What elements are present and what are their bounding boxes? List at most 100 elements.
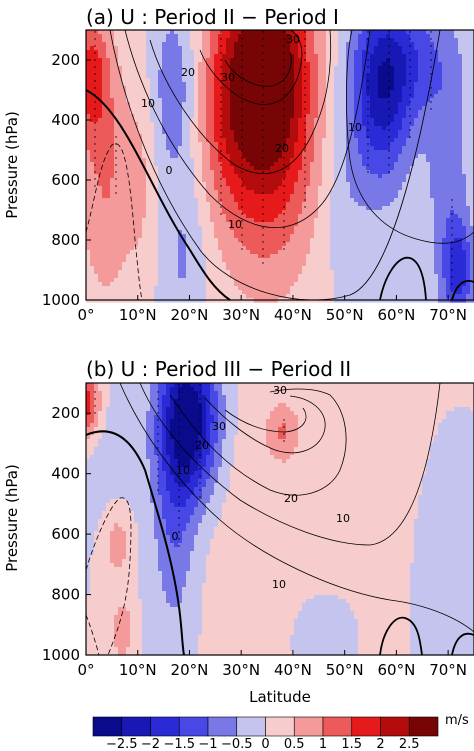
shading-cell <box>338 210 343 215</box>
shading-cell <box>398 174 403 179</box>
shading-cell <box>346 162 351 167</box>
shading-cell <box>358 146 363 151</box>
shading-cell <box>450 94 455 99</box>
shading-cell <box>246 74 251 79</box>
shading-cell <box>378 218 383 223</box>
shading-cell <box>226 42 231 47</box>
shading-cell <box>394 130 399 135</box>
shading-cell <box>86 110 91 115</box>
shading-cell <box>206 82 211 87</box>
shading-cell <box>190 230 195 235</box>
shading-cell <box>442 106 447 111</box>
shading-cell <box>190 178 195 183</box>
shading-cell <box>194 98 199 103</box>
shading-cell <box>278 234 283 239</box>
shading-cell <box>118 34 123 39</box>
shading-cell <box>222 222 227 227</box>
shading-cell <box>198 190 203 195</box>
shading-cell <box>338 50 343 55</box>
shading-cell <box>178 94 183 99</box>
shading-cell <box>118 186 123 191</box>
shading-cell <box>178 198 183 203</box>
shading-cell <box>358 134 363 139</box>
shading-cell <box>94 54 99 59</box>
shading-cell <box>414 174 419 179</box>
shading-cell <box>254 106 259 111</box>
shading-cell <box>86 174 91 179</box>
shading-cell <box>318 30 323 35</box>
shading-cell <box>462 122 467 127</box>
shading-cell <box>238 82 243 87</box>
shading-cell <box>462 230 467 235</box>
shading-cell <box>114 162 119 167</box>
shading-cell <box>402 38 407 43</box>
shading-cell <box>286 194 291 199</box>
shading-cell <box>410 34 415 39</box>
shading-cell <box>270 178 275 183</box>
shading-cell <box>294 134 299 139</box>
shading-cell <box>314 78 319 83</box>
shading-cell <box>458 86 463 91</box>
shading-cell <box>194 86 199 91</box>
shading-cell <box>290 78 295 83</box>
shading-cell <box>290 58 295 63</box>
shading-cell <box>150 110 155 115</box>
shading-cell <box>186 190 191 195</box>
shading-cell <box>222 174 227 179</box>
shading-cell <box>198 150 203 155</box>
shading-cell <box>446 94 451 99</box>
shading-cell <box>174 74 179 79</box>
shading-cell <box>314 74 319 79</box>
shading-cell <box>382 66 387 71</box>
shading-cell <box>230 146 235 151</box>
shading-cell <box>210 122 215 127</box>
shading-cell <box>250 62 255 67</box>
shading-cell <box>374 206 379 211</box>
shading-cell <box>410 210 415 215</box>
shading-cell <box>290 142 295 147</box>
shading-cell <box>302 46 307 51</box>
shading-cell <box>146 166 151 171</box>
shading-cell <box>302 114 307 119</box>
shading-cell <box>426 194 431 199</box>
shading-cell <box>366 210 371 215</box>
shading-cell <box>430 218 435 223</box>
shading-cell <box>166 126 171 131</box>
shading-cell <box>306 74 311 79</box>
shading-cell <box>302 126 307 131</box>
shading-cell <box>214 46 219 51</box>
shading-cell <box>330 170 335 175</box>
shading-cell <box>174 42 179 47</box>
shading-cell <box>142 202 147 207</box>
shading-cell <box>214 122 219 127</box>
shading-cell <box>338 82 343 87</box>
shading-cell <box>442 218 447 223</box>
shading-cell <box>326 146 331 151</box>
shading-cell <box>174 126 179 131</box>
shading-cell <box>242 110 247 115</box>
shading-cell <box>166 42 171 47</box>
shading-cell <box>106 90 111 95</box>
shading-cell <box>390 214 395 219</box>
shading-cell <box>446 230 451 235</box>
shading-cell <box>414 74 419 79</box>
shading-cell <box>386 230 391 235</box>
shading-cell <box>222 122 227 127</box>
shading-cell <box>102 66 107 71</box>
shading-cell <box>374 66 379 71</box>
shading-cell <box>90 106 95 111</box>
shading-cell <box>306 154 311 159</box>
shading-cell <box>318 90 323 95</box>
shading-cell <box>226 150 231 155</box>
shading-cell <box>262 186 267 191</box>
shading-cell <box>418 102 423 107</box>
shading-cell <box>358 70 363 75</box>
shading-cell <box>290 46 295 51</box>
shading-cell <box>250 226 255 231</box>
shading-cell <box>418 178 423 183</box>
shading-cell <box>222 50 227 55</box>
shading-cell <box>338 38 343 43</box>
shading-cell <box>438 170 443 175</box>
shading-cell <box>274 134 279 139</box>
shading-cell <box>438 102 443 107</box>
